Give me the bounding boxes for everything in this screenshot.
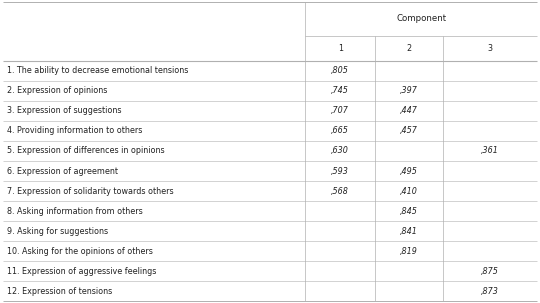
- Text: 7. Expression of solidarity towards others: 7. Expression of solidarity towards othe…: [7, 187, 174, 195]
- Text: ,707: ,707: [331, 106, 349, 115]
- Text: 12. Expression of tensions: 12. Expression of tensions: [7, 287, 112, 296]
- Text: ,805: ,805: [331, 66, 349, 75]
- Text: ,593: ,593: [331, 167, 349, 175]
- Text: ,875: ,875: [481, 267, 499, 276]
- Text: ,568: ,568: [331, 187, 349, 195]
- Text: ,873: ,873: [481, 287, 499, 296]
- Text: 11. Expression of aggressive feelings: 11. Expression of aggressive feelings: [7, 267, 157, 276]
- Text: 8. Asking information from others: 8. Asking information from others: [7, 207, 143, 216]
- Text: ,630: ,630: [331, 146, 349, 155]
- Text: 5. Expression of differences in opinions: 5. Expression of differences in opinions: [7, 146, 165, 155]
- Text: ,819: ,819: [400, 247, 418, 256]
- Text: ,665: ,665: [331, 126, 349, 135]
- Text: 1. The ability to decrease emotional tensions: 1. The ability to decrease emotional ten…: [7, 66, 188, 75]
- Text: ,745: ,745: [331, 86, 349, 95]
- Text: ,410: ,410: [400, 187, 418, 195]
- Text: 6. Expression of agreement: 6. Expression of agreement: [7, 167, 118, 175]
- Text: ,457: ,457: [400, 126, 418, 135]
- Text: 3: 3: [488, 44, 492, 53]
- Text: 2: 2: [407, 44, 411, 53]
- Text: 2. Expression of opinions: 2. Expression of opinions: [7, 86, 107, 95]
- Text: 1: 1: [338, 44, 343, 53]
- Text: ,841: ,841: [400, 227, 418, 236]
- Text: ,845: ,845: [400, 207, 418, 216]
- Text: ,361: ,361: [481, 146, 499, 155]
- Text: ,397: ,397: [400, 86, 418, 95]
- Text: 3. Expression of suggestions: 3. Expression of suggestions: [7, 106, 121, 115]
- Text: ,495: ,495: [400, 167, 418, 175]
- Text: 4. Providing information to others: 4. Providing information to others: [7, 126, 143, 135]
- Text: 9. Asking for suggestions: 9. Asking for suggestions: [7, 227, 108, 236]
- Text: ,447: ,447: [400, 106, 418, 115]
- Text: 10. Asking for the opinions of others: 10. Asking for the opinions of others: [7, 247, 153, 256]
- Text: Component: Component: [396, 14, 446, 23]
